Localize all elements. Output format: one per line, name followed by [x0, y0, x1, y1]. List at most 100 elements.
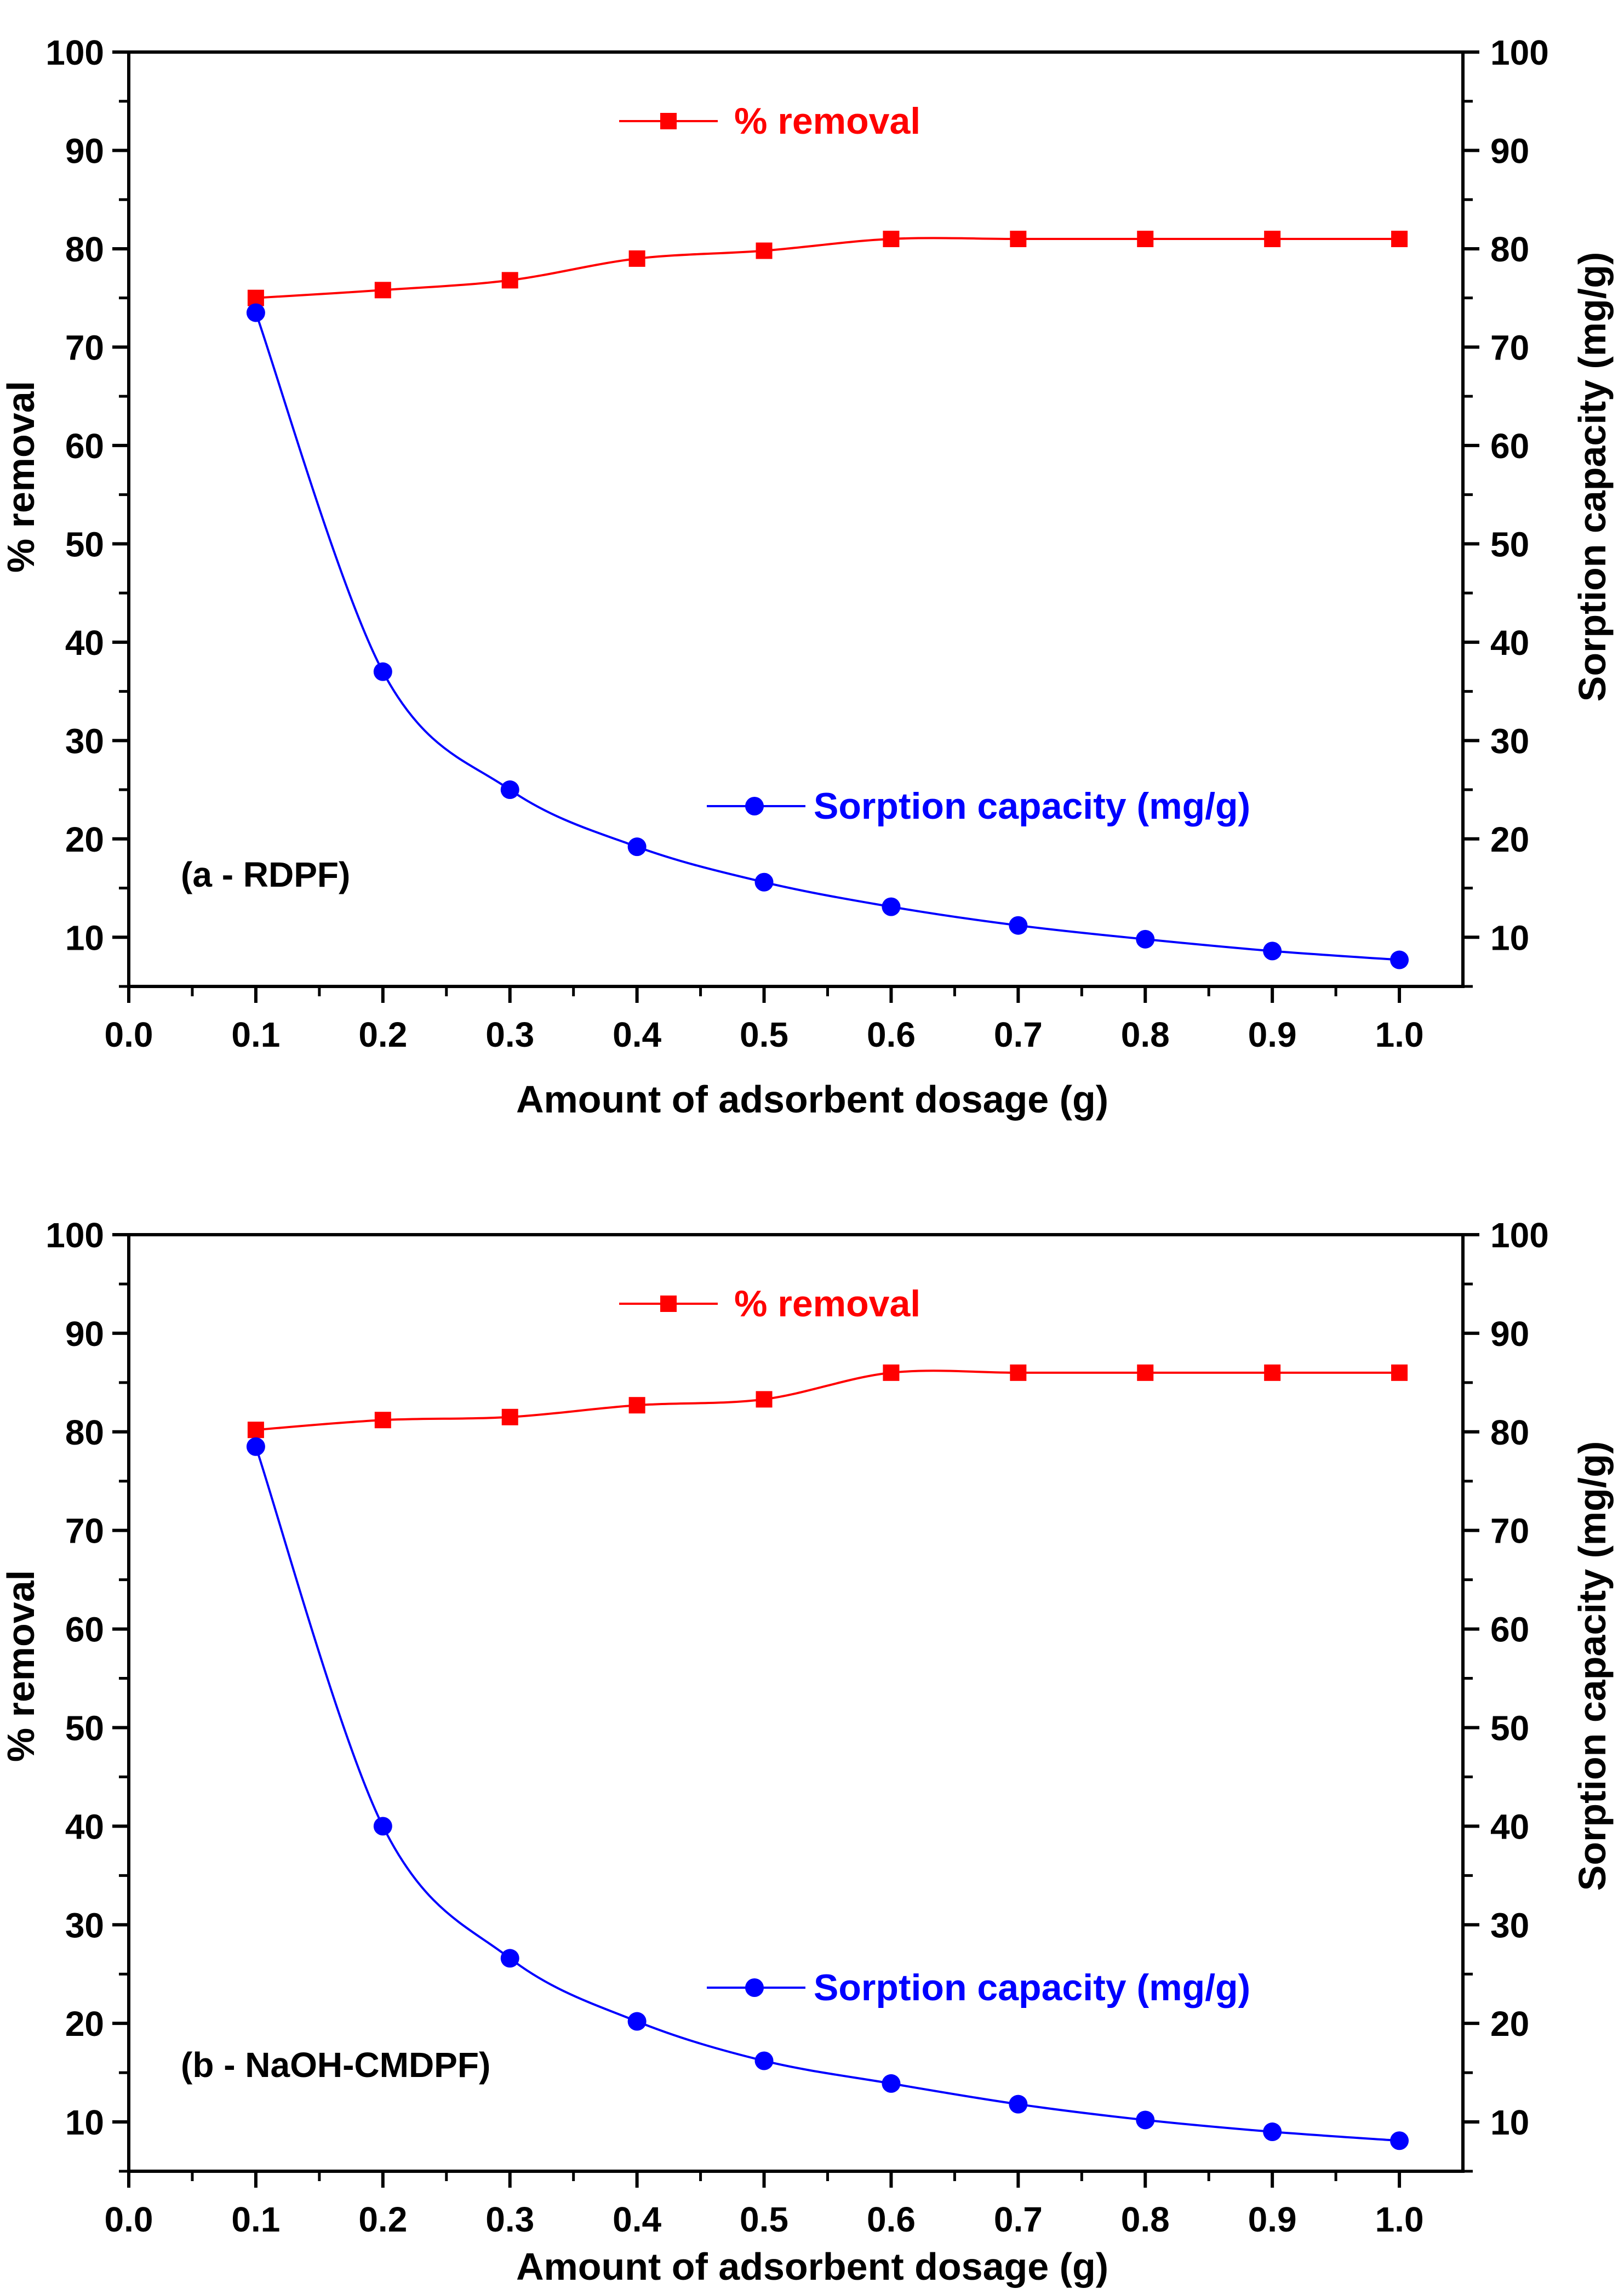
sorption-point [627, 837, 647, 857]
x-tick-label: 0.3 [485, 2200, 534, 2239]
y-right-tick-label: 80 [1490, 1413, 1529, 1452]
sorption-point [1390, 2131, 1409, 2150]
sorption-point [246, 303, 265, 322]
y-left-tick-label: 50 [65, 1708, 104, 1748]
sorption-point [500, 780, 519, 800]
removal-point [883, 1364, 900, 1381]
plot-frame [127, 1233, 1465, 2173]
removal-point [756, 242, 773, 259]
y-left-tick-label: 80 [65, 1413, 104, 1452]
removal-point [628, 250, 645, 267]
x-tick-label: 1.0 [1375, 1015, 1424, 1054]
y-right-tick-label: 50 [1490, 1708, 1529, 1748]
y-left-tick-label: 90 [65, 1314, 104, 1354]
removal-point [501, 1408, 518, 1425]
removal-point [1264, 1364, 1281, 1381]
legend-sorption-marker [745, 797, 764, 815]
legend-removal-marker [660, 113, 677, 129]
removal-point [1137, 1364, 1154, 1381]
y-right-tick-label: 10 [1490, 2103, 1529, 2142]
x-tick-label: 0.0 [105, 2200, 153, 2239]
y-left-tick-label: 70 [65, 1511, 104, 1551]
legend-removal-label: % removal [734, 1283, 920, 1325]
sorption-point [754, 2051, 774, 2070]
y-right-tick-label: 30 [1490, 721, 1529, 761]
removal-point [501, 272, 518, 289]
panel-label: (a - RDPF) [181, 855, 350, 894]
y-right-tick-label: 30 [1490, 1905, 1529, 1945]
sorption-point [1263, 941, 1282, 961]
x-tick-label: 0.7 [994, 1015, 1043, 1054]
y-right-tick-label: 60 [1490, 1610, 1529, 1650]
removal-point [756, 1391, 773, 1408]
chart-panel-a: 0.0 0.1 0.2 0.3 0.4 0.5 0.6 0.7 0.8 0.9 1.0 10 20 30 4… [0, 33, 1614, 1121]
x-axis-title: Amount of adsorbent dosage (g) [516, 1078, 1108, 1121]
y-left-tick-label: 20 [65, 820, 104, 859]
x-tick-label: 0.3 [485, 1015, 534, 1054]
x-tick-label: 0.6 [867, 1015, 916, 1054]
panel-label: (b - NaOH-CMDPF) [181, 2045, 490, 2085]
sorption-point [627, 2012, 647, 2031]
y-left-tick-label: 20 [65, 2004, 104, 2044]
y-left-tick-label: 30 [65, 1905, 104, 1945]
sorption-point [1009, 916, 1028, 935]
removal-point [1391, 231, 1408, 247]
x-axis-title: Amount of adsorbent dosage (g) [516, 2245, 1108, 2288]
sorption-point [1136, 2110, 1155, 2130]
legend-sorption-marker [745, 1978, 764, 1997]
removal-point [628, 1397, 645, 1414]
y-left-tick-label: 40 [65, 1807, 104, 1846]
y-right-tick-label: 90 [1490, 131, 1529, 170]
sorption-point [1009, 2095, 1028, 2114]
y-right-tick-label: 40 [1490, 1807, 1529, 1846]
y-right-tick-label: 70 [1490, 328, 1529, 367]
x-tick-label: 0.1 [231, 1015, 280, 1054]
y-right-tick-label: 40 [1490, 623, 1529, 663]
legend-sorption-label: Sorption capacity (mg/g) [814, 785, 1250, 827]
series-line-removal [255, 1369, 1399, 1431]
y-left-axis-title: % removal [0, 381, 42, 573]
y-left-axis-title: % removal [0, 1570, 42, 1762]
x-tick-label: 0.8 [1121, 1015, 1170, 1054]
y-right-tick-label: 60 [1490, 426, 1529, 466]
x-tick-label: 0.2 [358, 2200, 407, 2239]
y-right-axis-title: Sorption capacity (mg/g) [1571, 252, 1614, 702]
sorption-point [882, 897, 901, 916]
y-right-tick-label: 80 [1490, 230, 1529, 269]
y-left-tick-label: 40 [65, 623, 104, 663]
legend-removal-marker [660, 1296, 677, 1312]
removal-point [1137, 231, 1154, 247]
y-right-tick-label: 10 [1490, 918, 1529, 957]
x-tick-label: 0.9 [1248, 2200, 1297, 2239]
removal-point [1264, 231, 1281, 247]
removal-point [374, 1412, 391, 1429]
sorption-point [373, 1817, 392, 1836]
x-tick-label: 0.5 [740, 2200, 788, 2239]
y-left-tick-label: 10 [65, 2103, 104, 2142]
sorption-point [754, 872, 774, 892]
sorption-point [500, 1949, 519, 1968]
sorption-point [1390, 950, 1409, 969]
y-right-tick-label: 20 [1490, 2004, 1529, 2044]
x-tick-label: 0.4 [613, 1015, 661, 1054]
x-tick-label: 0.9 [1248, 1015, 1297, 1054]
legend-sorption-label: Sorption capacity (mg/g) [814, 1967, 1250, 2008]
removal-point [1010, 1364, 1027, 1381]
y-left-tick-label: 10 [65, 918, 104, 957]
x-tick-label: 0.8 [1121, 2200, 1170, 2239]
y-left-tick-label: 100 [45, 1216, 104, 1255]
x-tick-label: 1.0 [1375, 2200, 1424, 2239]
y-right-tick-label: 20 [1490, 820, 1529, 859]
removal-point [883, 231, 900, 247]
removal-point [1010, 231, 1027, 247]
x-tick-label: 0.1 [231, 2200, 280, 2239]
removal-point [247, 1422, 264, 1439]
y-left-tick-label: 70 [65, 328, 104, 367]
x-tick-label: 0.7 [994, 2200, 1043, 2239]
y-left-tick-label: 30 [65, 721, 104, 761]
chart-panel-b: 0.0 0.1 0.2 0.3 0.4 0.5 0.6 0.7 0.8 0.9 1.0 10 20 30 4… [0, 1216, 1614, 2288]
y-left-tick-label: 90 [65, 131, 104, 170]
y-right-tick-label: 90 [1490, 1314, 1529, 1354]
x-tick-label: 0.0 [105, 1015, 153, 1054]
